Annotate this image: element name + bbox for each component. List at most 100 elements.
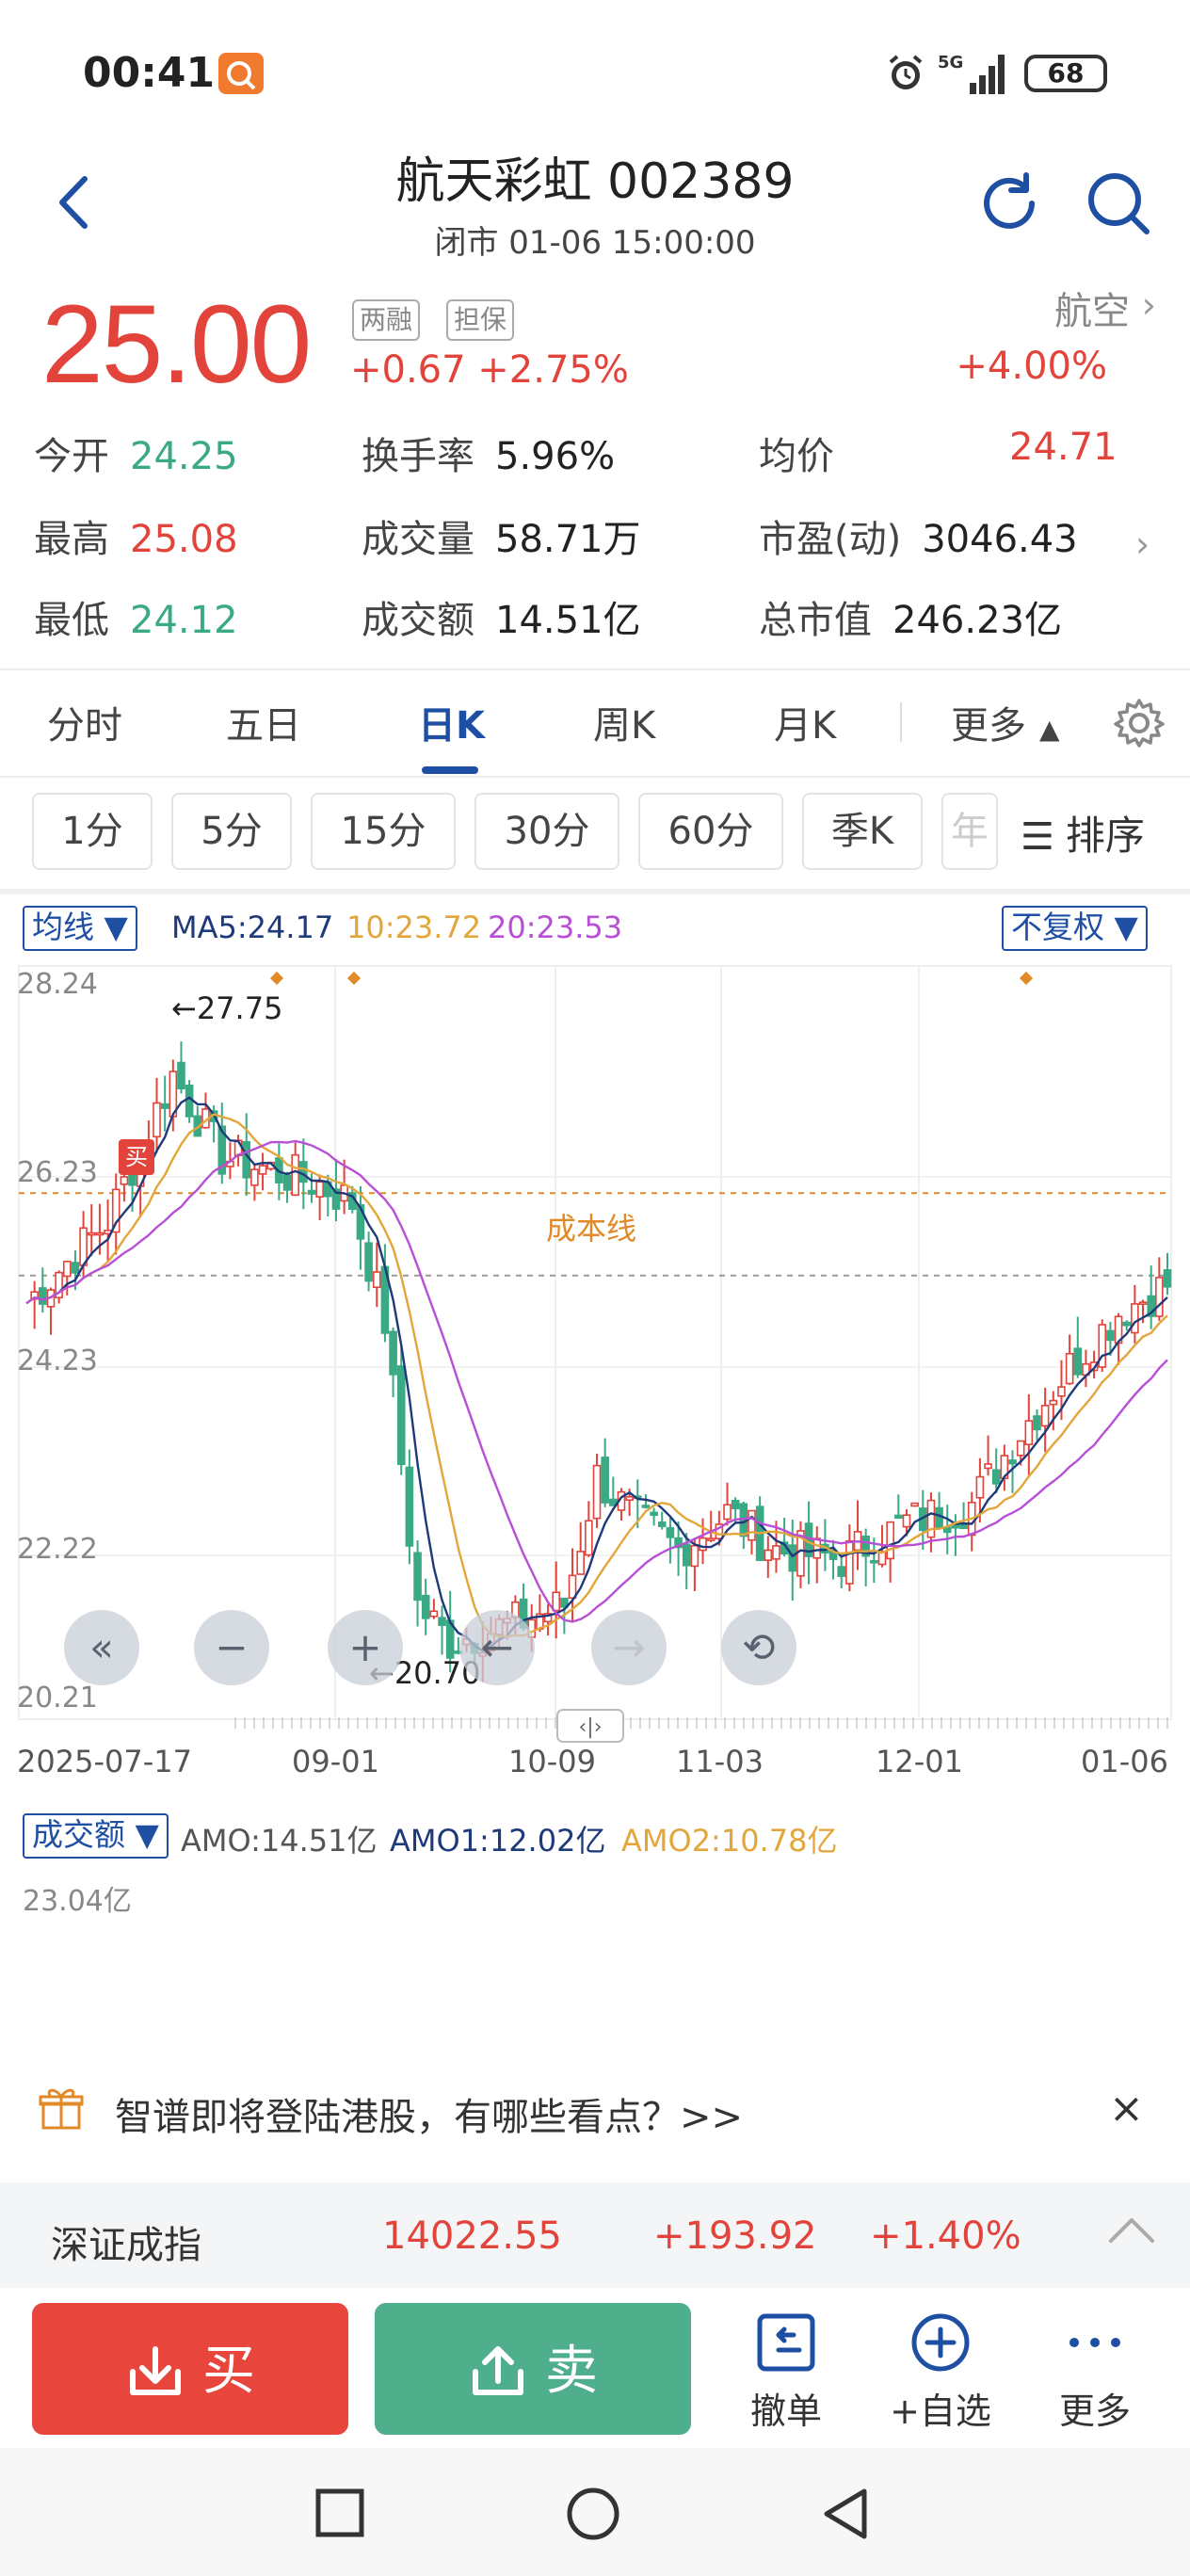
amo1-value: AMO1:12.02亿	[390, 1823, 606, 1859]
collateral-tag: 担保	[446, 299, 515, 341]
candle-body	[1016, 1440, 1025, 1457]
y-tick: 20.21	[17, 1682, 98, 1715]
recent-apps-icon[interactable]	[314, 2487, 365, 2538]
last-price: 25.00	[41, 282, 312, 407]
stat-turnover: 换手率 5.96%	[362, 435, 616, 478]
candle-body	[812, 1538, 822, 1559]
rotate-icon[interactable]: ⟲	[721, 1610, 796, 1685]
cancel-order-icon	[757, 2313, 815, 2372]
tab-weekly-k[interactable]: 周K	[593, 704, 656, 748]
range-slider-handle	[556, 1709, 624, 1743]
candle-body	[1073, 1347, 1083, 1376]
news-banner[interactable]: 智谱即将登陆港股，有哪些看点？>> ×	[0, 2049, 1190, 2169]
amo-selector[interactable]: 成交额 ▼	[23, 1813, 169, 1859]
tab-daily-k[interactable]: 日K	[418, 704, 485, 748]
event-marker	[269, 971, 284, 986]
tab-five-day[interactable]: 五日	[226, 704, 301, 748]
scroll-left-icon[interactable]: ←	[459, 1610, 535, 1685]
candle-body	[1163, 1269, 1172, 1288]
chevron-right-icon[interactable]: ›	[1135, 523, 1150, 565]
ma10-line	[25, 1113, 1168, 1638]
index-change: +193.92	[653, 2214, 817, 2258]
index-pct: +1.40%	[870, 2214, 1021, 2258]
candle-body	[405, 1466, 414, 1547]
adjust-selector[interactable]: 不复权 ▼	[1002, 906, 1148, 951]
battery-indicator: 68	[1024, 55, 1107, 92]
candle-body	[543, 1613, 553, 1623]
chevron-up-icon[interactable]	[1105, 2209, 1158, 2250]
stat-low: 最低 24.12	[34, 599, 238, 642]
candle-body	[625, 1496, 634, 1502]
stat-avg: 均价	[759, 435, 834, 478]
candle-body	[690, 1544, 700, 1568]
interval-1min[interactable]: 1分	[32, 793, 153, 870]
x-tick: 2025-07-17	[17, 1744, 192, 1779]
candle-body	[682, 1543, 691, 1567]
candle-body	[1049, 1399, 1058, 1406]
candle-body	[160, 1103, 169, 1109]
buy-button[interactable]: 买	[32, 2303, 348, 2435]
refresh-icon[interactable]	[975, 169, 1043, 237]
sector-name[interactable]: 航空	[1054, 290, 1130, 333]
home-icon[interactable]	[565, 2486, 621, 2542]
back-nav-icon[interactable]	[819, 2486, 872, 2542]
ma-selector[interactable]: 均线 ▼	[23, 906, 137, 951]
candle-body	[307, 1189, 316, 1195]
clock: 00:41	[83, 49, 216, 97]
scroll-right-icon[interactable]: →	[591, 1610, 667, 1685]
zoom-in-icon[interactable]: +	[328, 1610, 403, 1685]
alarm-icon	[889, 55, 923, 89]
candle-body	[120, 1176, 129, 1185]
back-icon[interactable]	[47, 169, 104, 235]
interval-60min[interactable]: 60分	[638, 793, 783, 870]
candle-body	[1147, 1295, 1155, 1317]
candle-body	[95, 1232, 105, 1236]
sort-button[interactable]: ☰ 排序	[1011, 804, 1145, 861]
search-icon[interactable]	[1083, 168, 1154, 239]
price-change: +0.67 +2.75%	[350, 348, 629, 392]
candle-body	[959, 1523, 968, 1530]
candle-body	[389, 1330, 397, 1376]
interval-30min[interactable]: 30分	[474, 793, 619, 870]
stat-volume: 成交量 58.71万	[362, 518, 641, 561]
candle-body	[177, 1061, 185, 1090]
index-ticker[interactable]: 深证成指 14022.55 +193.92 +1.40%	[0, 2182, 1190, 2288]
banner-text[interactable]: 智谱即将登陆港股，有哪些看点？>>	[115, 2096, 744, 2139]
interval-quarter-k[interactable]: 季K	[802, 793, 923, 870]
candle-body	[861, 1535, 870, 1557]
interval-year-k[interactable]: 年	[941, 793, 998, 870]
y-tick: 24.23	[17, 1344, 98, 1377]
more-icon	[1069, 2338, 1120, 2347]
candle-body	[975, 1475, 985, 1499]
close-icon[interactable]: ×	[1109, 2085, 1144, 2133]
candle-body	[748, 1509, 756, 1541]
candle-body	[87, 1232, 96, 1236]
sell-button[interactable]: 卖	[375, 2303, 691, 2435]
candle-body	[845, 1539, 854, 1585]
add-watchlist-button[interactable]: +自选	[879, 2303, 1002, 2435]
tab-monthly-k[interactable]: 月K	[774, 704, 837, 748]
interval-5min[interactable]: 5分	[171, 793, 292, 870]
candle-body	[250, 1168, 259, 1186]
candle-body	[576, 1551, 585, 1575]
candle-body	[258, 1165, 267, 1175]
chevron-right-icon[interactable]: ›	[1141, 284, 1156, 326]
stat-pe[interactable]: 市盈(动) 3046.43	[759, 518, 1078, 561]
gear-icon[interactable]	[1111, 695, 1167, 751]
more-button[interactable]: 更多	[1034, 2303, 1156, 2435]
candle-body	[111, 1188, 121, 1233]
y-tick: 22.22	[17, 1533, 98, 1566]
candle-body	[153, 1102, 161, 1138]
slider-arrows-icon: ‹|›	[578, 1715, 602, 1739]
cancel-order-button[interactable]: 撤单	[725, 2303, 847, 2435]
tab-more[interactable]: 更多 ▲	[951, 704, 1060, 748]
candle-body	[1098, 1324, 1107, 1368]
candle-body	[71, 1262, 80, 1274]
candle-body	[788, 1544, 797, 1572]
tab-intraday[interactable]: 分时	[47, 704, 122, 748]
rewind-icon[interactable]: «	[64, 1610, 139, 1685]
interval-15min[interactable]: 15分	[311, 793, 456, 870]
buy-marker[interactable]: 买	[119, 1139, 154, 1175]
x-tick: 09-01	[292, 1744, 379, 1779]
zoom-out-icon[interactable]: −	[194, 1610, 269, 1685]
